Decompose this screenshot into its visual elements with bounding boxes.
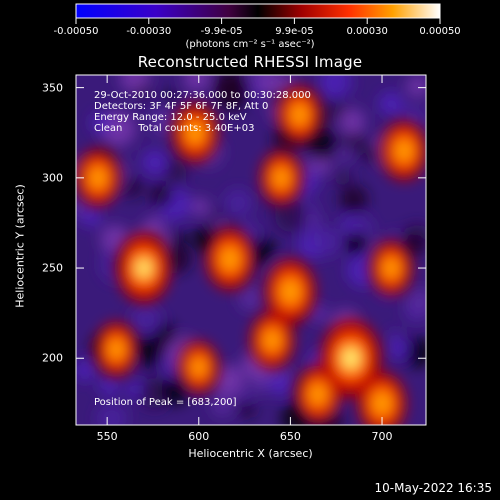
y-tick-label: 300 (42, 171, 63, 185)
noise-blob (378, 91, 404, 116)
x-tick-label: 650 (279, 430, 301, 443)
noise-blob (319, 75, 353, 99)
bright-source (137, 260, 150, 276)
peak-position-label: Position of Peak = [683,200] (94, 397, 237, 408)
noise-blob (310, 304, 329, 324)
colorbar-unit: (photons cm⁻² s⁻¹ asec⁻²) (185, 39, 315, 50)
x-tick-label: 550 (96, 430, 118, 443)
info-detectors: Detectors: 3F 4F 5F 6F 7F 8F, Att 0 (94, 101, 269, 112)
plot-frame (75, 74, 427, 426)
bright-source (291, 103, 308, 126)
noise-blob (141, 149, 168, 176)
x-tick-label: 700 (371, 430, 393, 443)
noise-blob (238, 389, 253, 403)
noise-blob (402, 234, 424, 257)
noise-blob (76, 196, 89, 218)
bright-source (89, 166, 107, 189)
noise-blob (183, 75, 210, 92)
noise-blob (155, 321, 175, 341)
noise-blob (76, 359, 97, 382)
noise-blob (347, 233, 369, 256)
bright-source (309, 383, 327, 406)
bright-source (263, 329, 281, 352)
axis-tick-marks (76, 75, 426, 425)
bright-source (186, 121, 204, 145)
noise-blob (90, 112, 111, 133)
bright-source (191, 357, 207, 378)
colorbar-gradient (75, 3, 441, 19)
y-tick-label: 250 (42, 261, 63, 275)
noise-blob (237, 285, 264, 311)
noise-blob (403, 337, 426, 368)
bright-source (280, 278, 301, 305)
noise-blob (238, 400, 256, 418)
noise-blob (212, 364, 245, 397)
noise-blob (223, 188, 253, 218)
bright-sources (76, 86, 426, 425)
noise-blob (405, 287, 426, 316)
noise-blob (335, 170, 352, 187)
y-tick-label: 350 (42, 81, 63, 95)
colorbar-tick-label: -0.00050 (53, 26, 99, 37)
info-energy-range: Energy Range: 12.0 - 25.0 keV (94, 112, 247, 123)
noise-blob (307, 212, 320, 226)
noise-blob (165, 159, 181, 174)
noise-blob (350, 134, 365, 148)
bright-source (273, 167, 290, 189)
noise-blob (211, 394, 234, 417)
noise-blob (99, 374, 120, 396)
bright-source (220, 246, 240, 272)
noise-blob (312, 226, 343, 257)
info-counts: Clean Total counts: 3.40E+03 (94, 123, 255, 134)
noise-blob (129, 303, 162, 335)
noise-blob (274, 199, 308, 233)
y-tick-label: 200 (42, 351, 63, 365)
noise-blob (149, 183, 174, 208)
noise-blob (213, 75, 249, 104)
noise-blob (138, 377, 171, 409)
bright-source (108, 338, 125, 360)
noise-blob (96, 402, 128, 425)
noise-blob (119, 75, 150, 93)
noise-blob (251, 377, 269, 394)
colorbar-tick-label: -9.9e-05 (200, 26, 243, 37)
bright-source (343, 349, 358, 368)
noise-blob (269, 373, 292, 396)
noise-blob (406, 75, 426, 98)
noise-blob (340, 216, 354, 230)
x-tick-label: 600 (188, 430, 210, 443)
noise-blob (145, 216, 163, 234)
noise-blob (161, 377, 190, 405)
noise-blob (388, 338, 409, 360)
x-axis-label: Heliocentric X (arcsec) (188, 447, 313, 460)
colorbar-tick-label: 0.00050 (419, 26, 461, 37)
chart-title: Reconstructed RHESSI Image (137, 53, 363, 71)
bright-source (395, 139, 413, 163)
noise-blob (306, 128, 339, 161)
noise-blob (164, 91, 180, 107)
noise-blob (335, 146, 352, 162)
noise-blob (386, 231, 400, 244)
bright-source (372, 391, 392, 416)
noise-blob (339, 185, 368, 214)
noise-blob (217, 217, 231, 232)
noise-blob (170, 231, 186, 247)
colorbar (75, 3, 441, 24)
colorbar-tick-label: -0.00030 (126, 26, 172, 37)
info-time-range: 29-Oct-2010 00:27:36.000 to 00:30:28.000 (94, 90, 311, 101)
noise-blob (363, 146, 381, 163)
noise-blob (339, 108, 366, 135)
colorbar-tick-label: 9.9e-05 (275, 26, 314, 37)
colorbar-tick-label: 0.00030 (346, 26, 388, 37)
noise-blob (150, 107, 179, 136)
noise-blob (132, 334, 166, 368)
y-axis-label: Heliocentric Y (arcsec) (13, 184, 27, 308)
noise-blob (259, 75, 280, 94)
timestamp-footer: 10-May-2022 16:35 (374, 481, 492, 495)
bright-source (383, 257, 400, 279)
colorbar-tick-marks (75, 18, 441, 24)
noise-blob (191, 197, 210, 216)
